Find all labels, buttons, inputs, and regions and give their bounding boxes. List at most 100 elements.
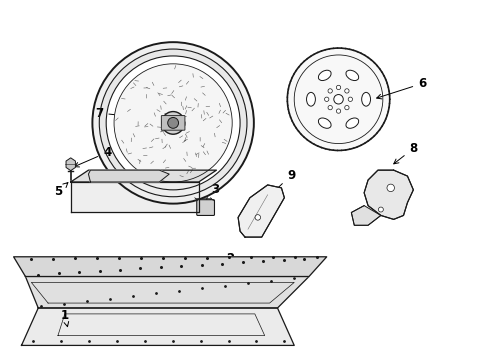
Circle shape — [368, 140, 369, 142]
Circle shape — [295, 127, 297, 129]
Circle shape — [292, 120, 293, 122]
Circle shape — [292, 77, 293, 78]
Circle shape — [337, 48, 338, 49]
Circle shape — [376, 65, 378, 66]
Circle shape — [303, 136, 305, 138]
Text: 8: 8 — [394, 142, 417, 164]
Circle shape — [374, 62, 375, 63]
Circle shape — [389, 99, 391, 100]
Text: 1: 1 — [61, 309, 69, 327]
Circle shape — [310, 141, 311, 143]
Circle shape — [387, 82, 388, 84]
Circle shape — [288, 89, 289, 90]
Circle shape — [389, 103, 390, 104]
Circle shape — [295, 70, 297, 71]
Circle shape — [287, 93, 289, 94]
Circle shape — [99, 49, 247, 197]
Circle shape — [348, 97, 352, 102]
Circle shape — [325, 148, 326, 149]
Polygon shape — [364, 170, 414, 219]
Circle shape — [345, 105, 349, 110]
Polygon shape — [351, 206, 381, 225]
Polygon shape — [71, 170, 217, 182]
Circle shape — [328, 105, 332, 110]
Circle shape — [328, 89, 332, 93]
Polygon shape — [25, 276, 309, 308]
Circle shape — [106, 56, 240, 190]
Polygon shape — [89, 170, 169, 182]
Polygon shape — [66, 158, 75, 171]
Circle shape — [364, 143, 366, 144]
Circle shape — [168, 117, 178, 128]
Circle shape — [345, 48, 346, 49]
Circle shape — [321, 50, 322, 51]
Circle shape — [389, 90, 390, 92]
Text: 9: 9 — [270, 168, 295, 195]
Circle shape — [93, 42, 254, 204]
Circle shape — [387, 114, 388, 116]
Circle shape — [298, 131, 299, 132]
Circle shape — [385, 79, 387, 80]
Circle shape — [325, 49, 326, 50]
FancyBboxPatch shape — [161, 116, 185, 130]
Circle shape — [370, 138, 372, 139]
Text: 6: 6 — [377, 77, 426, 99]
Circle shape — [324, 97, 329, 102]
Circle shape — [298, 67, 299, 68]
Circle shape — [329, 48, 330, 50]
Circle shape — [289, 85, 290, 86]
Ellipse shape — [318, 70, 331, 81]
Circle shape — [389, 95, 390, 96]
Circle shape — [314, 54, 315, 55]
Circle shape — [289, 113, 290, 114]
Ellipse shape — [307, 93, 316, 106]
Circle shape — [114, 64, 232, 182]
Circle shape — [357, 146, 358, 148]
Circle shape — [388, 86, 389, 88]
Polygon shape — [22, 308, 294, 345]
Circle shape — [361, 144, 362, 146]
Circle shape — [381, 126, 383, 127]
Circle shape — [341, 150, 343, 151]
Ellipse shape — [318, 118, 331, 128]
Circle shape — [290, 81, 291, 82]
Circle shape — [353, 50, 354, 51]
Circle shape — [300, 134, 302, 135]
Circle shape — [389, 99, 391, 100]
Text: 3: 3 — [206, 183, 220, 202]
Circle shape — [387, 184, 394, 192]
Circle shape — [337, 150, 338, 151]
Circle shape — [370, 59, 372, 61]
Text: 2: 2 — [226, 252, 235, 271]
Circle shape — [376, 132, 378, 134]
Circle shape — [314, 144, 315, 145]
Circle shape — [287, 48, 390, 150]
Text: 4: 4 — [74, 146, 111, 167]
Circle shape — [381, 72, 383, 73]
Circle shape — [287, 96, 288, 98]
Circle shape — [383, 75, 385, 76]
Polygon shape — [71, 182, 199, 212]
Circle shape — [300, 63, 302, 65]
Circle shape — [287, 100, 288, 102]
Circle shape — [379, 68, 380, 69]
Circle shape — [385, 118, 387, 120]
Circle shape — [349, 49, 350, 50]
Circle shape — [317, 145, 319, 147]
Circle shape — [303, 60, 305, 62]
Circle shape — [287, 105, 289, 106]
Polygon shape — [14, 257, 327, 276]
Circle shape — [307, 58, 308, 59]
Circle shape — [310, 56, 311, 57]
Circle shape — [336, 109, 341, 113]
Circle shape — [307, 139, 308, 140]
Circle shape — [349, 149, 350, 150]
Circle shape — [321, 147, 322, 148]
Circle shape — [99, 49, 247, 197]
Ellipse shape — [346, 118, 359, 128]
Circle shape — [388, 111, 389, 112]
Circle shape — [333, 48, 334, 49]
FancyBboxPatch shape — [197, 200, 215, 215]
Circle shape — [383, 122, 385, 123]
Circle shape — [379, 129, 380, 130]
